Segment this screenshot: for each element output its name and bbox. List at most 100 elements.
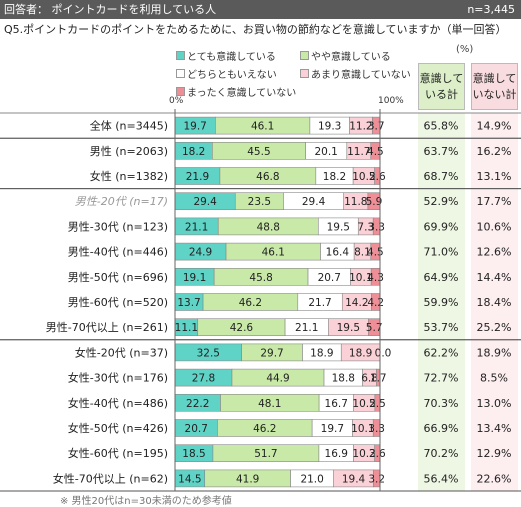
category-label: 男性-40代 (n=446)	[68, 245, 168, 259]
category-label: 女性-20代 (n=37)	[75, 345, 168, 359]
data-label: 5.7	[366, 322, 383, 334]
data-label: 46.8	[256, 171, 279, 183]
unaware-total-value: 13.0%	[477, 397, 512, 410]
data-label: 46.1	[251, 121, 274, 133]
data-label: 19.7	[321, 423, 344, 435]
data-label: 1.7	[370, 373, 387, 385]
data-label: 7.3	[357, 221, 374, 233]
legend-label: どちらともいえない	[187, 70, 277, 81]
data-label: 46.2	[239, 297, 262, 309]
footnote: ※ 男性20代はn=30未満のため参考値	[60, 496, 232, 507]
data-label: 3.3	[368, 221, 385, 233]
unaware-total-value: 22.6%	[477, 472, 512, 485]
unaware-total-value: 18.4%	[477, 296, 512, 309]
legend-item-not-much: あまり意識していない	[300, 66, 411, 81]
data-label: 8.1	[354, 247, 371, 259]
data-label: 46.1	[262, 247, 285, 259]
data-label: 20.7	[318, 272, 341, 284]
category-label: 女性-40代 (n=486)	[68, 396, 168, 410]
category-label: 女性-30代 (n=176)	[68, 371, 168, 385]
data-label: 10.5	[352, 398, 375, 410]
aware-total-value: 64.9%	[424, 271, 459, 284]
data-label: 3.3	[368, 423, 385, 435]
category-label: 女性-50代 (n=426)	[68, 421, 168, 435]
data-label: 18.2	[323, 171, 346, 183]
category-label: 全体 (n=3445)	[90, 119, 168, 133]
unaware-total-value: 8.5%	[480, 372, 508, 385]
category-label: 男性-50代 (n=696)	[68, 270, 168, 284]
data-label: 19.1	[183, 272, 206, 284]
legend-swatch	[300, 51, 309, 60]
unaware-total-value: 13.4%	[477, 422, 512, 435]
data-label: 44.9	[266, 373, 289, 385]
data-label: 6.8	[361, 373, 378, 385]
data-label: 2.5	[369, 398, 386, 410]
total-n: n=3,445	[467, 3, 515, 16]
legend-label: とても意識している	[187, 52, 276, 63]
unaware-total-value: 16.2%	[477, 145, 512, 158]
data-label: 3.2	[368, 473, 385, 485]
data-label: 4.5	[367, 247, 384, 259]
data-label: 24.9	[189, 247, 212, 259]
aware-total-value: 56.4%	[424, 472, 459, 485]
unaware-total-value: 14.9%	[477, 120, 512, 133]
aware-total-value: 68.7%	[424, 170, 459, 183]
data-label: 19.3	[318, 121, 341, 133]
legend-item-somewhat: やや意識している	[300, 48, 391, 63]
data-label: 21.1	[295, 322, 318, 334]
data-label: 11.7	[347, 146, 370, 158]
data-label: 27.8	[192, 373, 215, 385]
legend-label: やや意識している	[311, 52, 391, 63]
legend-label: あまり意識していない	[311, 70, 411, 81]
data-label: 29.4	[193, 196, 217, 208]
data-label: 18.9	[349, 347, 372, 359]
data-label: 21.1	[185, 221, 208, 233]
legend-swatch	[176, 51, 185, 60]
category-label: 女性-70代以上 (n=62)	[53, 471, 168, 485]
aware-total-value: 52.9%	[424, 195, 459, 208]
unaware-total-value: 17.7%	[477, 195, 512, 208]
data-label: 4.3	[367, 272, 384, 284]
legend-item-neutral: どちらともいえない	[176, 66, 277, 81]
unaware-total-value: 14.4%	[477, 271, 512, 284]
data-label: 2.6	[369, 448, 386, 460]
data-label: 11.1	[175, 322, 198, 334]
data-label: 18.5	[182, 448, 205, 460]
data-label: 29.4	[302, 196, 326, 208]
data-label: 21.9	[186, 171, 209, 183]
unaware-total-value: 25.2%	[477, 321, 512, 334]
aware-total-value: 69.9%	[424, 220, 459, 233]
aware-total-header: 意識している計	[418, 63, 465, 110]
data-label: 10.5	[352, 171, 375, 183]
unaware-total-value: 12.6%	[477, 246, 512, 259]
aware-total-value: 65.8%	[424, 120, 459, 133]
legend-item-not-at-all: まったく意識していない	[176, 84, 296, 99]
aware-total-value: 66.9%	[424, 422, 459, 435]
unaware-total-value: 10.6%	[477, 220, 512, 233]
data-label: 32.5	[197, 347, 220, 359]
unaware-total-column	[471, 113, 518, 491]
data-label: 19.5	[327, 221, 350, 233]
data-label: 19.4	[342, 473, 366, 485]
category-label: 男性-70代以上 (n=261)	[46, 320, 168, 334]
category-label: 男性-20代 (n=17)	[75, 195, 168, 208]
data-label: 4.5	[367, 146, 384, 158]
data-label: 20.7	[185, 423, 208, 435]
data-label: 21.7	[308, 297, 331, 309]
data-label: 41.9	[236, 473, 259, 485]
data-label: 4.2	[367, 297, 384, 309]
data-label: 48.1	[258, 398, 281, 410]
data-label: 0.0	[375, 347, 392, 359]
data-label: 10.1	[349, 272, 372, 284]
data-label: 19.5	[337, 322, 360, 334]
respondent-title: 回答者： ポイントカードを利用している人	[4, 3, 217, 16]
legend-swatch	[300, 69, 309, 78]
category-label: 男性-60代 (n=520)	[68, 295, 168, 309]
data-label: 21.0	[300, 473, 323, 485]
data-label: 18.8	[332, 373, 355, 385]
data-label: 14.5	[178, 473, 201, 485]
aware-total-value: 72.7%	[424, 372, 459, 385]
category-label: 女性-60代 (n=195)	[68, 446, 168, 460]
question-text: Q5.ポイントカードのポイントをためるために、お買い物の節約などを意識しています…	[4, 23, 507, 36]
data-label: 23.5	[248, 196, 271, 208]
